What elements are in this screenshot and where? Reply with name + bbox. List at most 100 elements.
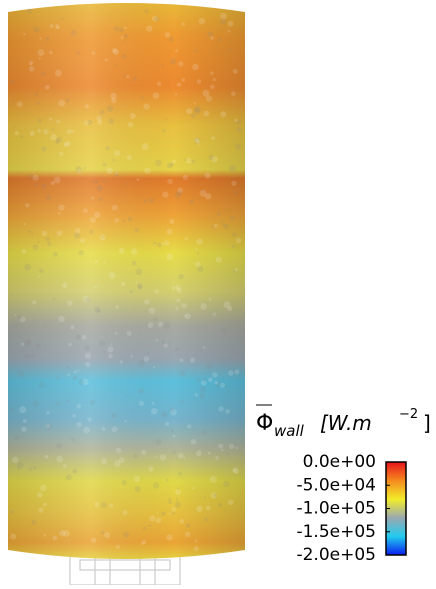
speckle-dot <box>114 172 119 177</box>
speckle-dot <box>17 370 25 378</box>
speckle <box>10 8 242 552</box>
speckle-dot <box>168 497 172 501</box>
speckle-dot <box>135 268 143 276</box>
speckle-dot <box>194 137 201 144</box>
speckle-dot <box>227 29 231 33</box>
speckle-dot <box>37 492 43 498</box>
speckle-dot <box>195 247 198 250</box>
speckle-dot <box>226 389 230 393</box>
speckle-dot <box>227 306 233 312</box>
speckle-dot <box>199 349 203 353</box>
speckle-dot <box>154 289 159 294</box>
speckle-dot <box>22 435 26 439</box>
speckle-dot <box>196 505 203 513</box>
speckle-dot <box>141 143 149 151</box>
speckle-dot <box>196 139 201 144</box>
speckle-dot <box>196 238 203 245</box>
speckle-dot <box>179 518 185 524</box>
speckle-dot <box>162 129 166 133</box>
speckle-dot <box>37 118 42 123</box>
speckle-dot <box>176 82 182 87</box>
speckle-dot <box>45 423 51 429</box>
speckle-dot <box>198 17 206 25</box>
speckle-dot <box>90 537 97 544</box>
speckle-dot <box>193 107 201 115</box>
speckle-dot <box>141 449 147 456</box>
speckle-dot <box>137 283 143 290</box>
speckle-dot <box>201 430 206 435</box>
speckle-dot <box>112 158 116 162</box>
speckle-dot <box>68 342 73 347</box>
speckle-dot <box>120 35 124 39</box>
speckle-dot <box>234 143 242 151</box>
subscript: wall <box>274 422 305 440</box>
speckle-dot <box>215 256 222 263</box>
speckle-dot <box>104 58 108 62</box>
speckle-dot <box>125 182 129 186</box>
speckle-dot <box>123 531 130 538</box>
speckle-dot <box>17 315 23 321</box>
speckle-dot <box>93 211 101 219</box>
speckle-dot <box>103 351 106 354</box>
speckle-dot <box>143 199 148 203</box>
speckle-dot <box>178 273 184 280</box>
speckle-dot <box>203 517 208 522</box>
speckle-dot <box>103 261 106 264</box>
speckle-dot <box>65 474 72 481</box>
speckle-dot <box>113 26 119 32</box>
speckle-dot <box>99 234 106 241</box>
speckle-dot <box>172 435 176 438</box>
speckle-dot <box>37 275 40 278</box>
speckle-dot <box>176 189 183 196</box>
speckle-dot <box>184 313 191 320</box>
speckle-dot <box>10 533 17 540</box>
speckle-dot <box>223 301 231 309</box>
speckle-dot <box>143 356 150 362</box>
speckle-dot <box>191 486 195 490</box>
speckle-dot <box>175 284 181 291</box>
speckle-dot <box>232 232 237 238</box>
speckle-dot <box>43 320 47 324</box>
speckle-dot <box>189 357 196 363</box>
speckle-dot <box>235 119 242 125</box>
colorbar-tick-label: -1.0e+05 <box>296 499 376 519</box>
speckle-dot <box>211 136 216 141</box>
speckle-dot <box>32 300 37 305</box>
speckle-dot <box>10 79 15 84</box>
speckle-dot <box>231 91 236 96</box>
speckle-dot <box>97 119 103 125</box>
speckle-dot <box>67 373 70 377</box>
speckle-dot <box>194 539 198 543</box>
speckle-dot <box>111 47 118 53</box>
speckle-dot <box>208 154 214 161</box>
speckle-dot <box>174 347 179 351</box>
speckle-dot <box>110 343 113 346</box>
speckle-dot <box>78 250 84 256</box>
speckle-dot <box>10 407 15 412</box>
speckle-dot <box>111 426 118 433</box>
speckle-dot <box>29 67 32 71</box>
speckle-dot <box>210 84 215 90</box>
cylinder <box>8 3 245 559</box>
speckle-dot <box>196 378 201 383</box>
speckle-dot <box>106 167 114 175</box>
speckle-dot <box>48 117 53 121</box>
speckle-dot <box>17 333 21 337</box>
speckle-dot <box>10 293 14 296</box>
speckle-dot <box>161 511 166 517</box>
speckle-dot <box>152 482 160 489</box>
speckle-dot <box>184 237 189 241</box>
speckle-dot <box>181 77 186 82</box>
speckle-dot <box>169 218 175 225</box>
speckle-dot <box>168 342 171 345</box>
speckle-dot <box>121 54 127 59</box>
speckle-dot <box>78 379 85 385</box>
speckle-dot <box>200 303 207 310</box>
speckle-dot <box>195 261 202 268</box>
speckle-dot <box>122 219 126 223</box>
speckle-dot <box>87 417 92 422</box>
speckle-dot <box>177 487 180 490</box>
speckle-dot <box>189 199 195 205</box>
speckle-dot <box>39 37 42 40</box>
speckle-dot <box>56 402 60 406</box>
